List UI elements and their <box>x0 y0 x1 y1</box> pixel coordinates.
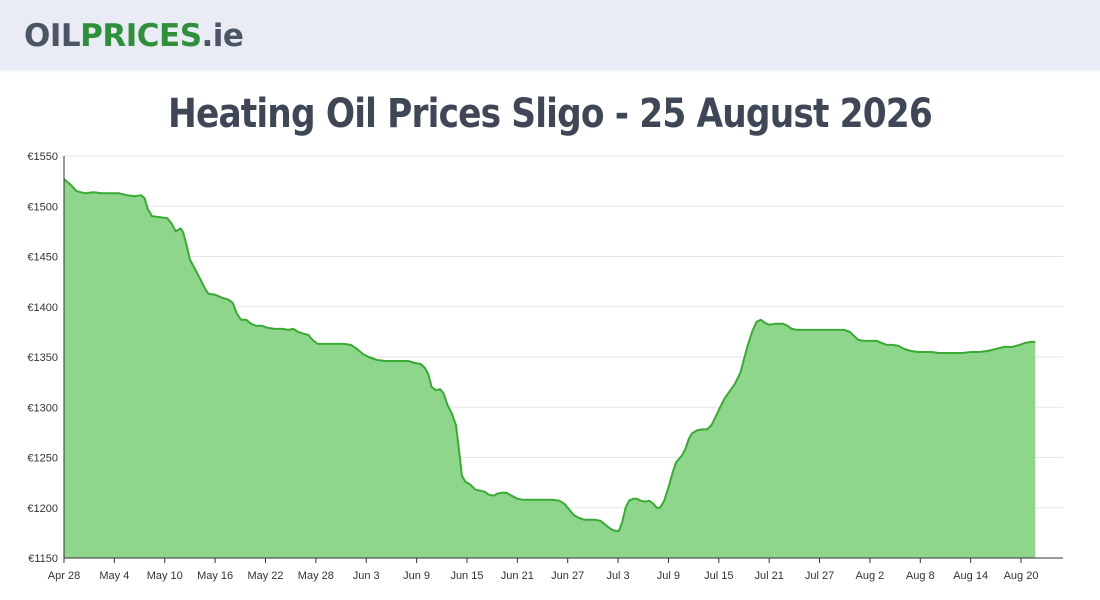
axes <box>63 156 1063 559</box>
y-tick-label: €1300 <box>27 402 58 414</box>
logo-part-ie: .ie <box>201 18 244 54</box>
x-tick-label: Jun 15 <box>450 570 483 582</box>
logo-part-prices: PRICES <box>80 18 202 54</box>
x-tick-label: Aug 14 <box>953 570 988 582</box>
x-tick-label: Jul 9 <box>657 570 680 582</box>
y-tick-label: €1200 <box>27 503 58 515</box>
x-tick-label: Jul 21 <box>754 570 783 582</box>
x-tick-label: Aug 8 <box>906 570 935 582</box>
logo-part-oil: OIL <box>24 18 81 54</box>
x-tick-label: Aug 20 <box>1004 570 1039 582</box>
x-tick-label: Jun 9 <box>403 570 430 582</box>
x-tick-label: Jun 27 <box>551 570 584 582</box>
y-tick-label: €1350 <box>27 352 58 364</box>
y-tick-label: €1250 <box>27 453 58 465</box>
y-tick-label: €1150 <box>28 553 58 565</box>
site-logo[interactable]: OILPRICES.ie <box>24 16 244 56</box>
y-axis-ticks: €1150 €1200 €1250 €1300 €1350 €1400 €1450 €1500… <box>27 151 58 565</box>
y-tick-label: €1500 <box>27 201 58 213</box>
x-tick-label: May 10 <box>147 570 183 582</box>
x-tick-label: May 28 <box>298 570 334 582</box>
y-tick-label: €1450 <box>27 252 58 264</box>
x-tick-label: Aug 2 <box>856 570 885 582</box>
x-tick-label: Jul 3 <box>606 570 629 582</box>
x-tick-label: May 16 <box>197 570 233 582</box>
y-tick-label: €1400 <box>27 302 58 314</box>
site-header: OILPRICES.ie <box>0 0 1100 70</box>
x-tick-label: Apr 28 <box>48 570 80 582</box>
price-area-fill <box>64 179 1036 558</box>
x-tick-label: Jul 27 <box>805 570 834 582</box>
x-tick-label: Jun 3 <box>353 570 380 582</box>
x-axis-ticks: Apr 28 May 4 May 10 May 16 May 22 May 28 Jun 3… <box>48 558 1039 582</box>
price-line <box>63 178 1036 532</box>
x-tick-label: May 4 <box>99 570 129 582</box>
page-title: Heating Oil Prices Sligo - 25 August 202… <box>168 91 933 137</box>
x-tick-label: Jun 21 <box>501 570 534 582</box>
y-tick-label: €1550 <box>27 151 58 163</box>
x-tick-label: Jul 15 <box>704 570 733 582</box>
x-tick-label: May 22 <box>247 570 283 582</box>
